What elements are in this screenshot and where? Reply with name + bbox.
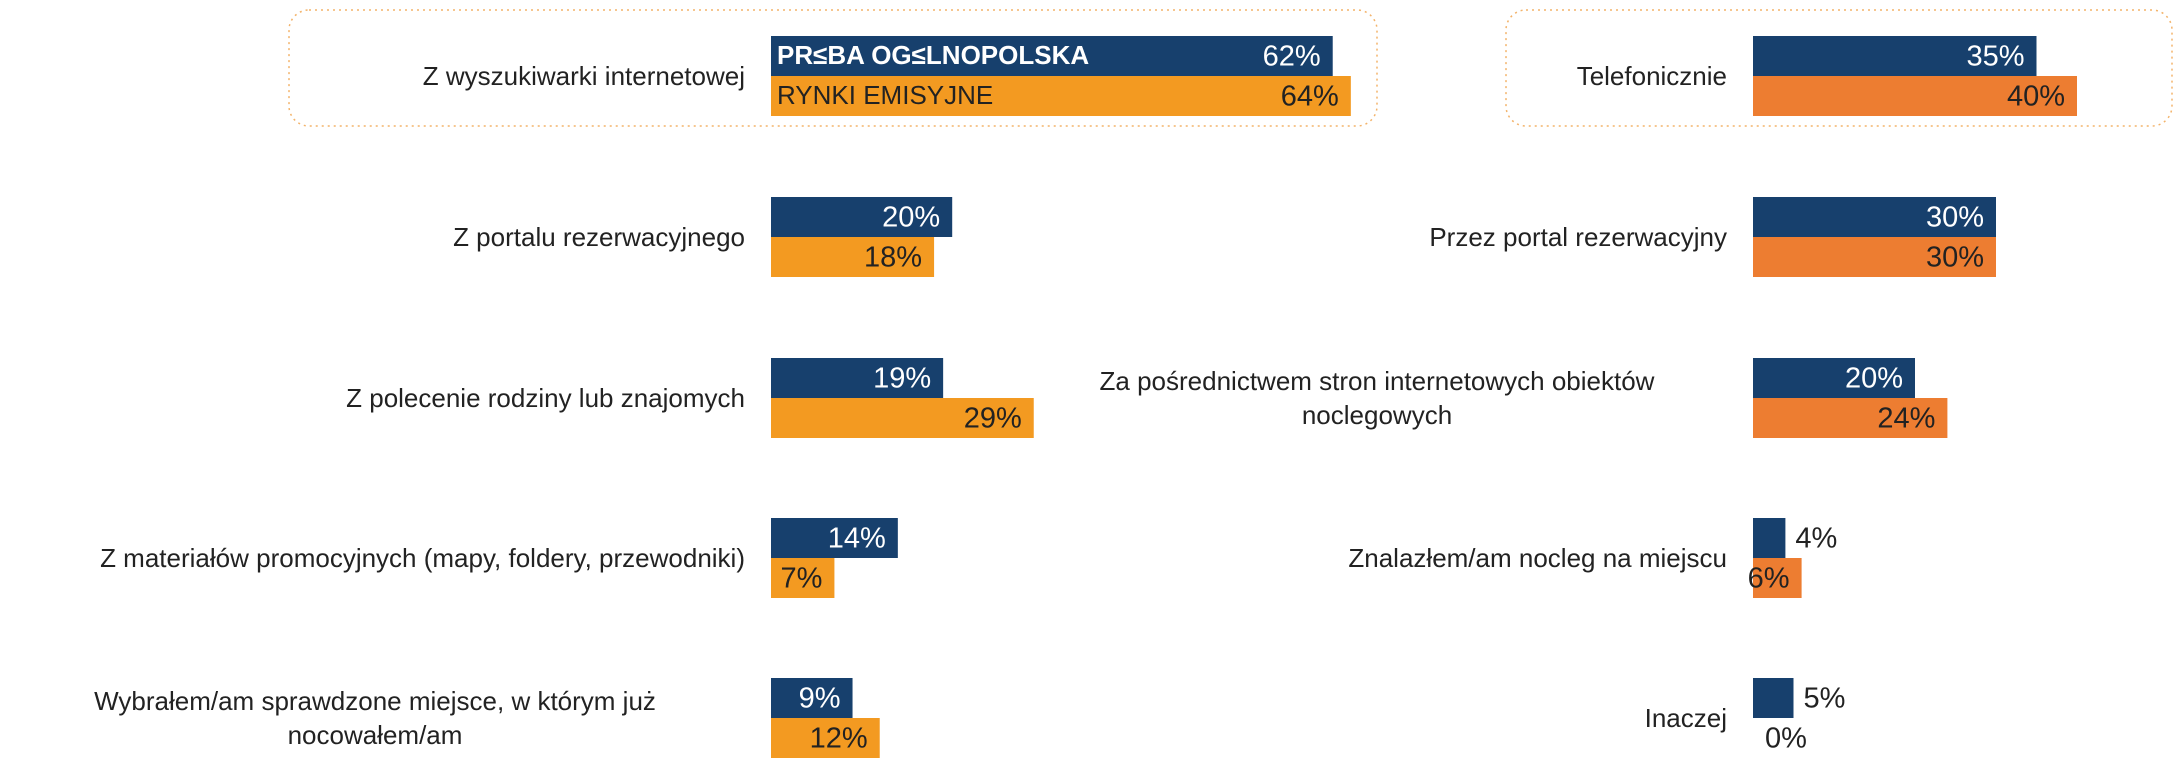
bar xyxy=(771,398,1034,438)
value-label: 0% xyxy=(1765,723,1807,755)
category-label: Z polecenie rodziny lub znajomych xyxy=(346,383,745,413)
value-label: 30% xyxy=(1926,202,1984,234)
category-label: Z wyszukiwarki internetowej xyxy=(422,61,745,91)
category-label: Inaczej xyxy=(1644,703,1727,733)
bar xyxy=(771,718,880,758)
category-label: Za pośrednictwem stron internetowych obi… xyxy=(1099,366,1655,430)
category-label: Znalazłem/am nocleg na miejscu xyxy=(1348,543,1727,573)
category-label: Telefonicznie xyxy=(1576,61,1727,91)
bar xyxy=(1753,36,2037,76)
legend-label: RYNKI EMISYJNE xyxy=(777,80,993,110)
bar xyxy=(771,76,1351,116)
legend-label: PR≤BA OG≤LNOPOLSKA xyxy=(777,40,1089,70)
bar xyxy=(1753,398,1948,438)
bar xyxy=(771,518,898,558)
bar xyxy=(1753,358,1915,398)
bar xyxy=(1753,237,1996,277)
value-label: 20% xyxy=(882,202,940,234)
highlight-frame xyxy=(1505,9,2173,127)
value-label: 18% xyxy=(864,242,922,274)
value-label: 6% xyxy=(1748,563,1790,595)
category-label: Z portalu rezerwacyjnego xyxy=(453,222,745,252)
bar xyxy=(1753,518,1786,558)
value-label: 35% xyxy=(1966,41,2024,73)
bar xyxy=(1753,197,1996,237)
bar xyxy=(771,197,953,237)
value-label: 14% xyxy=(828,523,886,555)
bar xyxy=(771,237,935,277)
category-label: Wybrałem/am sprawdzone miejsce, w którym… xyxy=(94,686,656,750)
value-label: 4% xyxy=(1795,523,1837,555)
value-label: 9% xyxy=(799,683,841,715)
category-label: Przez portal rezerwacyjny xyxy=(1429,222,1727,252)
value-label: 40% xyxy=(2007,81,2065,113)
bar xyxy=(1753,678,1794,718)
bar xyxy=(771,678,853,718)
value-label: 30% xyxy=(1926,242,1984,274)
bar xyxy=(1753,76,2077,116)
value-label: 5% xyxy=(1804,683,1846,715)
highlight-frame xyxy=(288,9,1378,127)
value-label: 62% xyxy=(1263,41,1321,73)
bar xyxy=(771,358,944,398)
value-label: 12% xyxy=(810,723,868,755)
value-label: 20% xyxy=(1845,363,1903,395)
bar xyxy=(771,558,835,598)
category-label: Z materiałów promocyjnych (mapy, foldery… xyxy=(100,543,745,573)
value-label: 24% xyxy=(1877,403,1935,435)
bar xyxy=(1753,558,1802,598)
value-label: 19% xyxy=(873,363,931,395)
bar xyxy=(771,36,1333,76)
value-label: 64% xyxy=(1281,81,1339,113)
value-label: 29% xyxy=(964,403,1022,435)
value-label: 7% xyxy=(780,563,822,595)
